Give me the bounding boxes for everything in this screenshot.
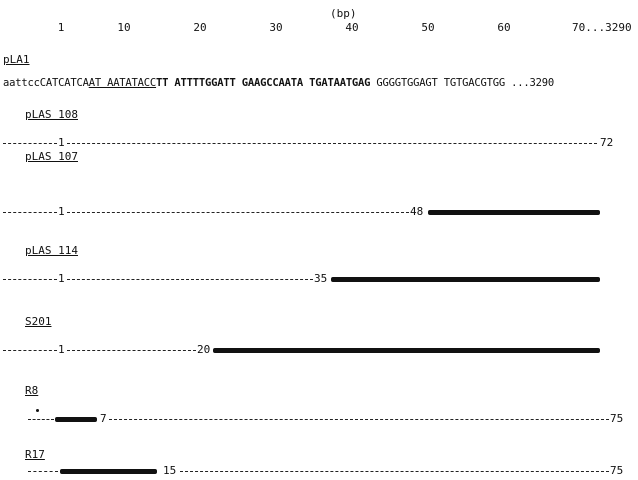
unit-label: (bp): [330, 7, 357, 20]
clone-mid-label: 15: [163, 464, 177, 477]
scale-tick: 10: [117, 21, 131, 34]
scale-tick: 30: [269, 21, 283, 34]
clone-dashed-line: [67, 279, 313, 280]
clone-name: pLAS 114: [25, 244, 78, 257]
clone-start-label: 1: [58, 343, 65, 356]
clone-name: S201: [25, 315, 52, 328]
clone-solid-bar: [60, 469, 157, 474]
scale-tick: 60: [497, 21, 511, 34]
clone-dashed-line: [3, 212, 57, 213]
clone-solid-bar: [55, 417, 97, 422]
sequence-part-plain: aattccCATCATCA: [3, 77, 89, 89]
clone-start-label: 1: [58, 136, 65, 149]
clone-name: R17: [25, 448, 45, 461]
clone-dashed-line: [3, 279, 57, 280]
sequence-part-bold: TT ATTTTGGATT GAAGCCAATA TGATAATGAG: [156, 77, 371, 89]
scale-tick: 70...3290: [572, 21, 632, 34]
clone-end-label: 48: [410, 205, 424, 218]
clone-dashed-line: [67, 212, 409, 213]
scale-tick: 50: [421, 21, 435, 34]
sequence-part-plain: GGGGTGGAGT TGTGACGTGG ...3290: [370, 77, 554, 89]
clone-end-label: 20: [197, 343, 211, 356]
clone-name: pLAS 107: [25, 150, 78, 163]
clone-solid-bar: [331, 277, 600, 282]
scale-tick: 1: [57, 21, 65, 34]
sequence-name: pLA1: [3, 53, 30, 66]
clone-end-label: 75: [610, 412, 624, 425]
scale-tick: 40: [345, 21, 359, 34]
scale-tick: 20: [193, 21, 207, 34]
clone-start-label: 1: [58, 272, 65, 285]
marker-dot: [36, 409, 39, 412]
clone-dashed-line: [3, 143, 57, 144]
clone-end-label: 75: [610, 464, 624, 477]
clone-dashed-line: [67, 350, 196, 351]
clone-solid-bar: [213, 348, 600, 353]
clone-mid-label: 7: [100, 412, 107, 425]
clone-dashed-line: [3, 350, 57, 351]
clone-name: pLAS 108: [25, 108, 78, 121]
clone-end-label: 72: [600, 136, 614, 149]
clone-start-label: 1: [58, 205, 65, 218]
sequence-line: aattccCATCATCAAT AATATACCTT ATTTTGGATT G…: [3, 77, 554, 89]
sequence-part-underlined: AT AATATACC: [88, 77, 157, 89]
clone-dashed-line: [28, 471, 58, 472]
clone-name: R8: [25, 384, 39, 397]
clone-end-label: 35: [314, 272, 328, 285]
clone-dashed-line: [180, 471, 609, 472]
clone-solid-bar: [428, 210, 600, 215]
clone-dashed-line: [67, 143, 597, 144]
clone-dashed-line: [109, 419, 609, 420]
clone-dashed-line: [28, 419, 54, 420]
